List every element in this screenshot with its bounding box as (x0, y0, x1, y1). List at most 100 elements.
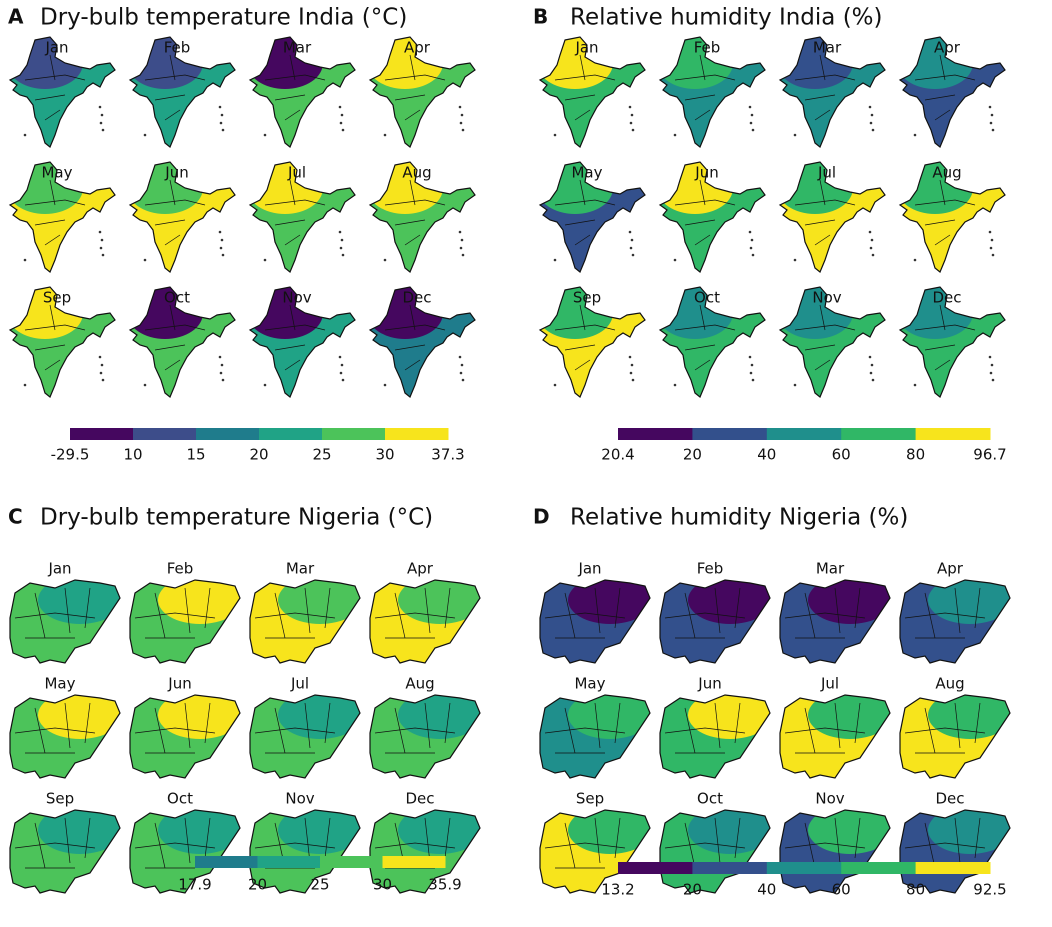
map-region (568, 695, 650, 739)
colorbar-tick-label: 13.2 (601, 881, 634, 899)
island (751, 253, 755, 257)
panel-title: Relative humidity Nigeria (%) (570, 505, 908, 531)
island (750, 363, 754, 367)
map-borders (264, 179, 326, 246)
island (751, 128, 755, 132)
island (101, 253, 105, 257)
colorbar-segment (70, 428, 134, 440)
map: Nov (778, 286, 886, 398)
island (340, 113, 344, 117)
map-outline (368, 161, 476, 273)
island (221, 128, 225, 132)
month-label: Mar (286, 560, 315, 578)
month-label: Jan (47, 560, 71, 578)
colorbar-segment (133, 428, 197, 440)
island (748, 105, 752, 109)
island (553, 258, 557, 262)
map-outline (248, 286, 356, 398)
map: Apr (899, 560, 1011, 664)
map-borders (544, 702, 626, 754)
map: Sep (538, 286, 646, 398)
map: Mar (249, 560, 361, 664)
map-borders (674, 179, 736, 246)
island (461, 253, 465, 257)
island (338, 105, 342, 109)
map-borders (784, 702, 866, 754)
map: Oct (128, 286, 236, 398)
island (989, 121, 993, 125)
island (793, 133, 797, 137)
map-outline (8, 286, 116, 398)
map-borders (144, 179, 206, 246)
island (100, 113, 104, 117)
panel: B Relative humidity India (%) Jan Feb Mar Apr… (533, 5, 1007, 464)
map-outline (898, 161, 1006, 273)
map-borders (784, 587, 866, 639)
island (913, 258, 917, 262)
colorbar-segment (841, 428, 917, 440)
map: Aug (369, 675, 481, 779)
colorbar-tick-label: 30 (373, 876, 392, 894)
map-borders (554, 179, 616, 246)
map-borders (14, 702, 96, 754)
map-borders (554, 54, 616, 121)
island (340, 363, 344, 367)
colorbar-segment (382, 856, 446, 868)
island (989, 371, 993, 375)
map-outline (898, 36, 1006, 148)
colorbar-segment (320, 856, 383, 868)
map-borders (264, 304, 326, 371)
month-label: Feb (694, 39, 721, 57)
island (99, 371, 103, 375)
map-borders (134, 702, 216, 754)
colorbar-tick-label: 40 (757, 881, 776, 899)
island (868, 105, 872, 109)
month-label: Mar (283, 39, 312, 57)
island (673, 383, 677, 387)
map: Aug (899, 675, 1011, 779)
map-region (688, 810, 770, 854)
month-label: Dec (935, 790, 964, 808)
colorbar-segment (196, 428, 260, 440)
map-region (808, 695, 890, 739)
month-label: Jan (574, 39, 598, 57)
month-label: Oct (697, 790, 723, 808)
panel-letter: C (8, 505, 23, 529)
map-region (928, 810, 1010, 854)
colorbar-segment (618, 428, 693, 440)
month-label: Oct (167, 790, 193, 808)
map-borders (254, 587, 336, 639)
island (990, 113, 994, 117)
month-label: Oct (694, 289, 720, 307)
island (143, 133, 147, 137)
map-borders (544, 817, 626, 869)
colorbar-tick-label: 20 (249, 446, 268, 464)
map: Oct (129, 790, 241, 894)
map-outline (659, 579, 771, 664)
map-borders (794, 54, 856, 121)
map-outline (539, 579, 651, 664)
island (748, 230, 752, 234)
map-outline (249, 579, 361, 664)
map: Dec (898, 286, 1006, 398)
island (461, 378, 465, 382)
island (631, 378, 635, 382)
map-region (250, 162, 323, 214)
map: Apr (368, 36, 476, 148)
island (339, 371, 343, 375)
map-borders (374, 587, 456, 639)
colorbar-tick-label: 25 (312, 446, 331, 464)
month-label: Nov (285, 790, 314, 808)
colorbar-tick-label: 20 (683, 446, 702, 464)
map: Mar (248, 36, 356, 148)
month-label: Sep (576, 790, 604, 808)
month-label: Jun (694, 164, 718, 182)
map: Sep (8, 286, 116, 398)
map: May (538, 161, 646, 273)
map: Jul (779, 675, 891, 779)
island (263, 258, 267, 262)
colorbar-tick-label: 60 (832, 446, 851, 464)
colorbar-segment (618, 862, 693, 874)
map-borders (14, 587, 96, 639)
month-label: Dec (405, 790, 434, 808)
